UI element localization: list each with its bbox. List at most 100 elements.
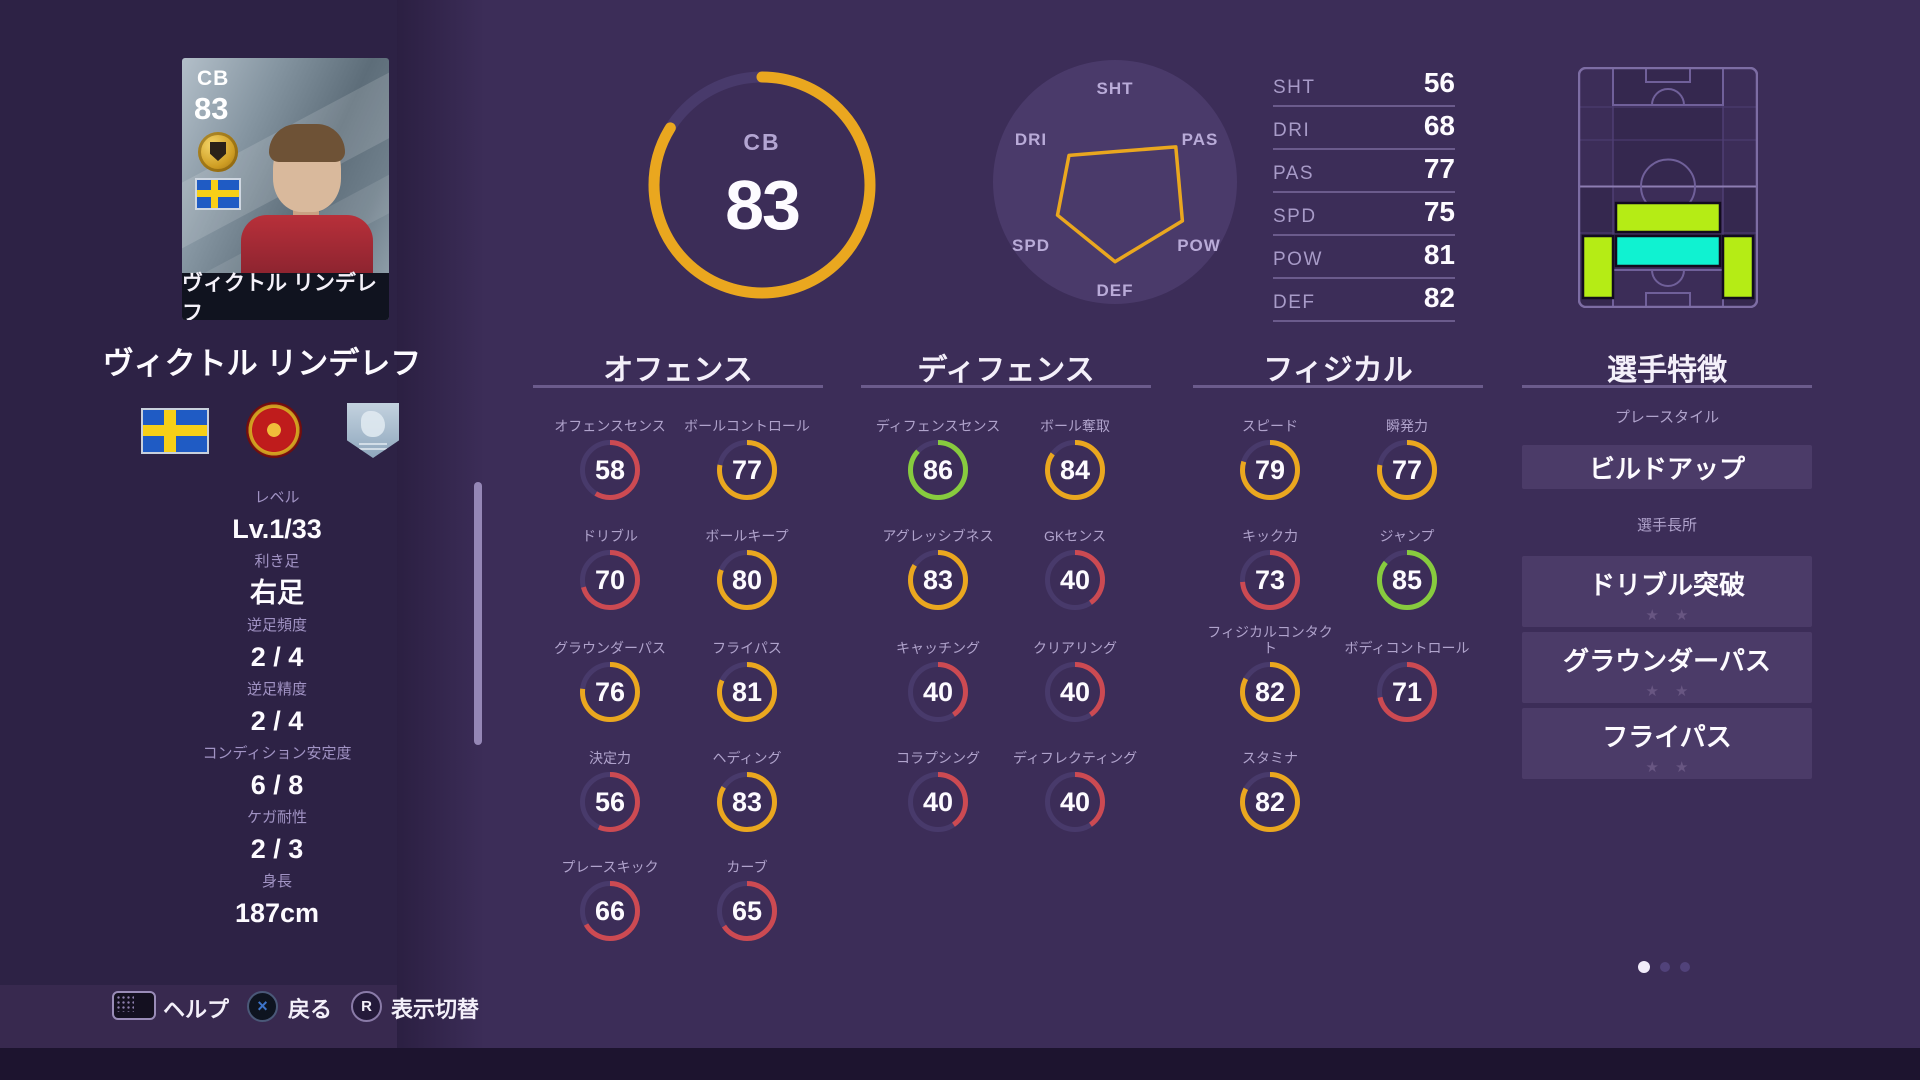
stat-label: ディフェンスセンス <box>875 418 1001 434</box>
touchpad-icon[interactable] <box>112 991 156 1020</box>
playstyle-label: プレースタイル <box>1614 409 1720 426</box>
info-value: 右足 <box>250 578 304 608</box>
rating-ring <box>648 71 876 299</box>
section-title-traits: 選手特徴 <box>1607 354 1727 387</box>
skill-stars: ★★ <box>1645 759 1705 776</box>
cross-button-icon[interactable]: × <box>247 991 278 1022</box>
info-value: 2 / 4 <box>250 642 304 672</box>
stat-ring: 82 <box>1239 771 1301 833</box>
stat-ring: 83 <box>716 771 778 833</box>
stat-value: 71 <box>1391 676 1423 707</box>
radar-axis-label: SPD <box>1012 236 1050 255</box>
gold-ball-badge-icon <box>198 132 238 172</box>
stat-label: キック力 <box>1242 528 1298 544</box>
position-zone-lime <box>1721 234 1755 300</box>
stat-value: 85 <box>1391 564 1423 595</box>
help-button[interactable]: ヘルプ <box>163 997 230 1022</box>
stat-value: 65 <box>731 895 763 926</box>
section-title-offense: オフェンス <box>603 354 753 387</box>
stat-value: 79 <box>1254 454 1286 485</box>
stat-label: スピード <box>1242 418 1298 434</box>
stat-label: フィジカルコンタクト <box>1207 624 1333 656</box>
info-value: 187cm <box>234 898 320 928</box>
skill-name: フライパス <box>1602 722 1732 752</box>
divider <box>533 385 823 388</box>
stat-ring: 58 <box>579 439 641 501</box>
back-button[interactable]: 戻る <box>288 997 333 1022</box>
skill-button[interactable]: フライパス ★★ <box>1522 708 1812 779</box>
summary-stat-row: DRI 68 <box>1273 107 1455 150</box>
stat-ring: 79 <box>1239 439 1301 501</box>
page-dot[interactable] <box>1660 962 1670 972</box>
summary-stat-value: 77 <box>1423 153 1455 184</box>
summary-stat-label: PAS <box>1273 163 1315 184</box>
summary-stat-row: SPD 75 <box>1273 193 1455 236</box>
stat-value: 77 <box>1391 454 1423 485</box>
stat-value: 84 <box>1059 454 1091 485</box>
stat-value: 86 <box>922 454 954 485</box>
stat-value: 83 <box>731 786 763 817</box>
stat-ring: 70 <box>579 549 641 611</box>
stat-label: ジャンプ <box>1379 528 1435 544</box>
divider <box>1193 385 1483 388</box>
info-value: 6 / 8 <box>250 770 304 800</box>
stat-ring: 83 <box>907 549 969 611</box>
stat-value: 40 <box>1059 564 1091 595</box>
skill-button[interactable]: グラウンダーパス ★★ <box>1522 632 1812 703</box>
stat-value: 70 <box>594 564 626 595</box>
radar-axis-label: DEF <box>1097 281 1134 300</box>
offense-stats-column: オフェンスセンス 58 ボールコントロール 77 ドリブル 70 ボールキープ 80 グラウンダ… <box>533 400 823 970</box>
section-title-physical: フィジカル <box>1263 354 1413 387</box>
display-toggle-button[interactable]: 表示切替 <box>391 997 480 1022</box>
skill-button[interactable]: ドリブル突破 ★★ <box>1522 556 1812 627</box>
page-dot[interactable] <box>1638 961 1650 973</box>
summary-stats-list: SHT 56 DRI 68 PAS 77 SPD 75 POW 81 DEF 82 <box>1273 64 1455 322</box>
stat-value: 40 <box>1059 676 1091 707</box>
radar-axis-label: SHT <box>1097 79 1134 98</box>
player-photo <box>241 215 373 273</box>
player-info-item: 身長 187cm <box>97 872 457 936</box>
stat-label: ドリブル <box>582 528 638 544</box>
radar-axis-label: POW <box>1177 236 1221 255</box>
stat-ring: 71 <box>1376 661 1438 723</box>
stat-label: オフェンスセンス <box>554 418 666 434</box>
divider <box>861 385 1151 388</box>
stat-label: GKセンス <box>1044 528 1106 544</box>
stat-ring: 84 <box>1044 439 1106 501</box>
stat-ring: 86 <box>907 439 969 501</box>
skills-label: 選手長所 <box>1636 517 1697 534</box>
stat-ring: 85 <box>1376 549 1438 611</box>
stat-ring: 77 <box>716 439 778 501</box>
stat-value: 76 <box>594 676 626 707</box>
playstyle-button[interactable]: ビルドアップ <box>1522 445 1812 489</box>
stat-ring: 77 <box>1376 439 1438 501</box>
stat-value: 80 <box>731 564 763 595</box>
stat-label: クリアリング <box>1033 640 1117 656</box>
bottom-strip <box>0 1048 1920 1080</box>
stat-ring: 65 <box>716 880 778 942</box>
info-value: Lv.1/33 <box>232 514 322 544</box>
summary-stat-label: SPD <box>1273 206 1317 227</box>
info-label: 利き足 <box>254 553 300 570</box>
info-value: 2 / 3 <box>250 834 304 864</box>
stat-label: ボール奪取 <box>1040 418 1110 434</box>
manchester-united-crest-icon <box>246 402 302 458</box>
overall-rating: 83 <box>725 166 801 244</box>
stat-value: 82 <box>1254 786 1286 817</box>
sidebar-shadow <box>397 0 485 1048</box>
position-zone-lime <box>1581 234 1615 300</box>
summary-stat-value: 75 <box>1423 196 1455 227</box>
stat-ring: 80 <box>716 549 778 611</box>
skill-name: グラウンダーパス <box>1563 646 1771 676</box>
player-photo <box>269 124 345 162</box>
r-stick-button-icon[interactable]: R <box>351 991 382 1022</box>
summary-stat-row: PAS 77 <box>1273 150 1455 193</box>
stat-label: 決定力 <box>589 750 631 766</box>
radar-axis-label: DRI <box>1015 130 1047 149</box>
scrollbar[interactable] <box>474 482 482 745</box>
stat-label: キャッチング <box>896 640 980 656</box>
stat-ring: 40 <box>1044 661 1106 723</box>
stat-label: フライパス <box>712 640 782 656</box>
player-info-item: レベル Lv.1/33 <box>97 488 457 552</box>
page-dot[interactable] <box>1680 962 1690 972</box>
